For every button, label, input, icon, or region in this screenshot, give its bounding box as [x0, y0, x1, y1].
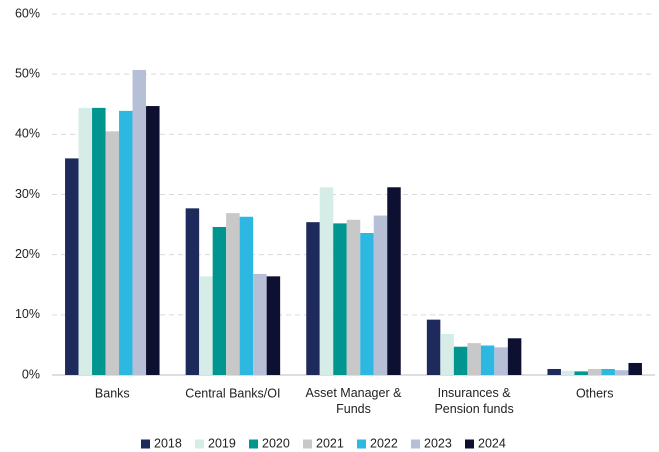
legend-swatch	[141, 439, 150, 449]
bar	[574, 371, 588, 375]
bar	[132, 69, 147, 375]
bar	[453, 346, 468, 375]
legend-label: 2023	[424, 436, 452, 450]
legend-swatch	[465, 439, 474, 449]
x-tick-label: Insurances & Pension funds	[434, 386, 513, 416]
y-tick-label: 10%	[15, 307, 40, 321]
bar	[467, 343, 481, 375]
x-tick-label: Others	[576, 386, 614, 400]
bar	[306, 222, 320, 375]
y-tick-label: 30%	[15, 187, 40, 201]
legend-swatch	[303, 439, 312, 449]
y-tick-label: 60%	[15, 6, 40, 20]
bar	[560, 370, 575, 375]
bar	[199, 276, 213, 375]
legend-label: 2024	[478, 436, 506, 450]
bar	[494, 347, 508, 375]
x-tick-label: Banks	[95, 386, 130, 400]
bar	[92, 107, 106, 376]
y-tick-label: 50%	[15, 66, 40, 80]
bar	[507, 338, 522, 375]
bar	[360, 233, 374, 375]
bar	[65, 158, 79, 375]
legend-label: 2018	[154, 436, 182, 450]
bar	[119, 110, 133, 375]
bar	[628, 362, 642, 375]
bar	[373, 215, 388, 375]
y-tick-label: 0%	[22, 367, 40, 381]
legend-swatch	[357, 439, 366, 449]
legend-label: 2019	[208, 436, 236, 450]
x-tick-label: Asset Manager & Funds	[306, 386, 403, 416]
y-tick-label: 40%	[15, 127, 40, 141]
bar	[239, 216, 254, 375]
bar	[426, 319, 441, 375]
bar	[587, 368, 602, 375]
legend-label: 2020	[262, 436, 290, 450]
bar	[253, 273, 267, 375]
bar	[601, 368, 615, 375]
bar	[346, 219, 361, 375]
bar	[480, 345, 495, 375]
legend-label: 2021	[316, 436, 344, 450]
bar	[440, 334, 454, 375]
bar	[266, 276, 281, 375]
legend-swatch	[411, 439, 420, 449]
bar	[146, 106, 160, 376]
bar	[105, 131, 120, 375]
bar	[614, 370, 629, 375]
bar	[226, 213, 240, 375]
x-tick-label: Central Banks/OI	[185, 386, 280, 400]
bar	[547, 368, 561, 375]
legend-swatch	[249, 439, 258, 449]
legend-label: 2022	[370, 436, 398, 450]
bar	[387, 187, 401, 375]
y-tick-label: 20%	[15, 247, 40, 261]
legend-swatch	[195, 439, 204, 449]
bar	[319, 187, 334, 375]
bar	[185, 208, 200, 375]
bar	[333, 223, 347, 375]
bar	[212, 226, 227, 375]
bar	[78, 107, 93, 376]
